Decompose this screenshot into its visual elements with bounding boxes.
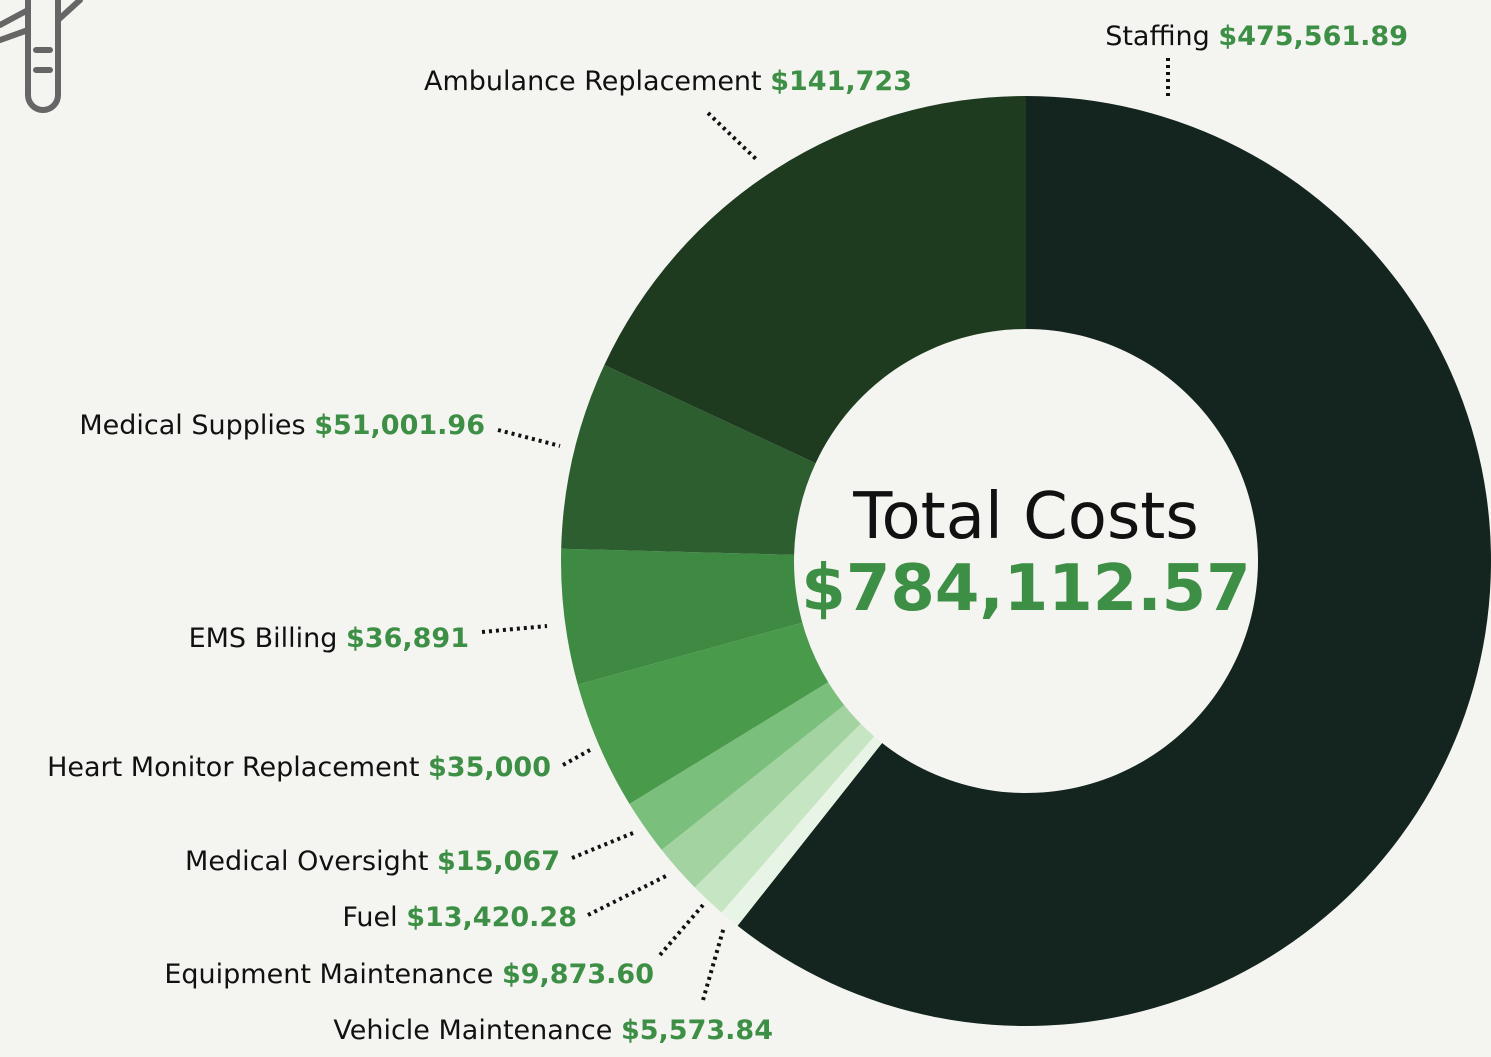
donut-segment (694, 723, 875, 913)
value-label: $9,873.60 (502, 959, 654, 990)
donut-segment (561, 548, 803, 685)
value-label: $15,067 (437, 846, 560, 877)
leader-line (481, 624, 548, 634)
value-label: $51,001.96 (314, 410, 485, 441)
category-name: Ambulance Replacement (424, 66, 762, 97)
leader-line (497, 428, 561, 448)
category-name: Fuel (342, 902, 397, 933)
category-name: Heart Monitor Replacement (47, 752, 419, 783)
donut-segment (604, 96, 1026, 464)
value-label: $36,891 (346, 623, 469, 654)
center-title: Total Costs (852, 480, 1198, 554)
leader-line (571, 831, 634, 860)
value-label: $13,420.28 (406, 902, 577, 933)
segment-label: Equipment Maintenance $9,873.60 (164, 959, 654, 990)
donut-segment (561, 364, 816, 555)
leader-line (587, 873, 669, 917)
icon (0, 0, 83, 113)
value-label: $35,000 (428, 752, 551, 783)
category-name: Staffing (1105, 21, 1210, 52)
donut-segment (737, 96, 1491, 1026)
category-name: Medical Supplies (79, 410, 305, 441)
segment-label: Medical Supplies $51,001.96 (79, 410, 485, 441)
category-name: Medical Oversight (185, 846, 428, 877)
segment-label: Heart Monitor Replacement $35,000 (47, 752, 551, 783)
segment-label: Medical Oversight $15,067 (185, 846, 560, 877)
segment-label: Staffing $475,561.89 (1105, 21, 1408, 52)
donut-segment (629, 682, 845, 850)
segment-label: EMS Billing $36,891 (189, 623, 469, 654)
value-label: $5,573.84 (621, 1015, 773, 1046)
donut-segment (577, 622, 829, 804)
leader-line (658, 903, 705, 957)
segment-label: Fuel $13,420.28 (342, 902, 577, 933)
segment-label: Vehicle Maintenance $5,573.84 (333, 1015, 773, 1046)
center-total: $784,112.57 (801, 552, 1250, 626)
donut-segment (661, 705, 861, 888)
category-name: Equipment Maintenance (164, 959, 493, 990)
category-name: Vehicle Maintenance (333, 1015, 612, 1046)
leader-line (706, 111, 759, 162)
donut-segment (721, 736, 883, 926)
leader-line (562, 748, 591, 767)
value-label: $475,561.89 (1218, 21, 1408, 52)
category-name: EMS Billing (189, 623, 338, 654)
value-label: $141,723 (770, 66, 912, 97)
leader-line (701, 926, 726, 1001)
segment-label: Ambulance Replacement $141,723 (424, 66, 912, 97)
